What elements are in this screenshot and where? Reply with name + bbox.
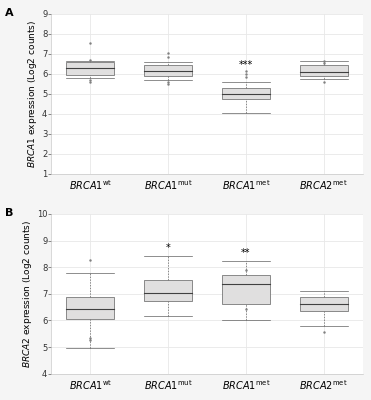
Bar bbox=[222, 88, 270, 100]
Y-axis label: $\it{BRCA2}$ expression (Log2 counts): $\it{BRCA2}$ expression (Log2 counts) bbox=[21, 220, 34, 368]
Bar bbox=[66, 297, 115, 319]
Text: ***: *** bbox=[239, 60, 253, 70]
Y-axis label: $\it{BRCA1}$ expression (Log2 counts): $\it{BRCA1}$ expression (Log2 counts) bbox=[26, 20, 39, 168]
Text: *: * bbox=[166, 242, 171, 252]
Bar bbox=[300, 297, 348, 311]
Bar bbox=[144, 66, 192, 76]
Text: B: B bbox=[5, 208, 13, 218]
Bar bbox=[300, 66, 348, 76]
Text: **: ** bbox=[241, 248, 251, 258]
Bar bbox=[144, 280, 192, 301]
Bar bbox=[222, 275, 270, 304]
Bar bbox=[66, 62, 115, 75]
Text: A: A bbox=[5, 8, 13, 18]
